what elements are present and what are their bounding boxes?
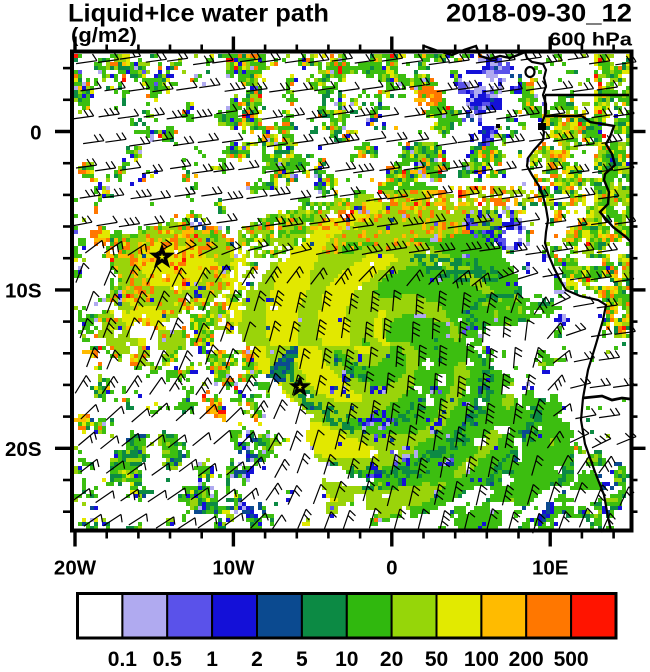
svg-text:2: 2 [251, 648, 263, 667]
svg-text:0.5: 0.5 [153, 648, 183, 667]
svg-text:0: 0 [30, 122, 41, 145]
svg-text:Liquid+Ice water path: Liquid+Ice water path [68, 0, 329, 28]
svg-text:50: 50 [425, 648, 448, 667]
svg-text:0.1: 0.1 [108, 648, 138, 667]
svg-text:100: 100 [464, 648, 499, 667]
svg-text:20S: 20S [5, 438, 41, 461]
svg-text:200: 200 [509, 648, 544, 667]
svg-text:600 hPa: 600 hPa [549, 29, 633, 49]
svg-text:0: 0 [386, 557, 397, 580]
svg-text:10: 10 [335, 648, 358, 667]
svg-text:20W: 20W [54, 557, 97, 580]
svg-text:500: 500 [554, 648, 589, 667]
svg-text:10S: 10S [5, 280, 41, 303]
svg-text:10W: 10W [212, 557, 255, 580]
svg-text:1: 1 [206, 648, 218, 667]
svg-text:2018-09-30_12: 2018-09-30_12 [446, 0, 632, 28]
svg-text:20: 20 [380, 648, 403, 667]
svg-text:5: 5 [296, 648, 308, 667]
svg-text:10E: 10E [532, 557, 568, 580]
svg-text:(g/m2): (g/m2) [71, 25, 137, 47]
